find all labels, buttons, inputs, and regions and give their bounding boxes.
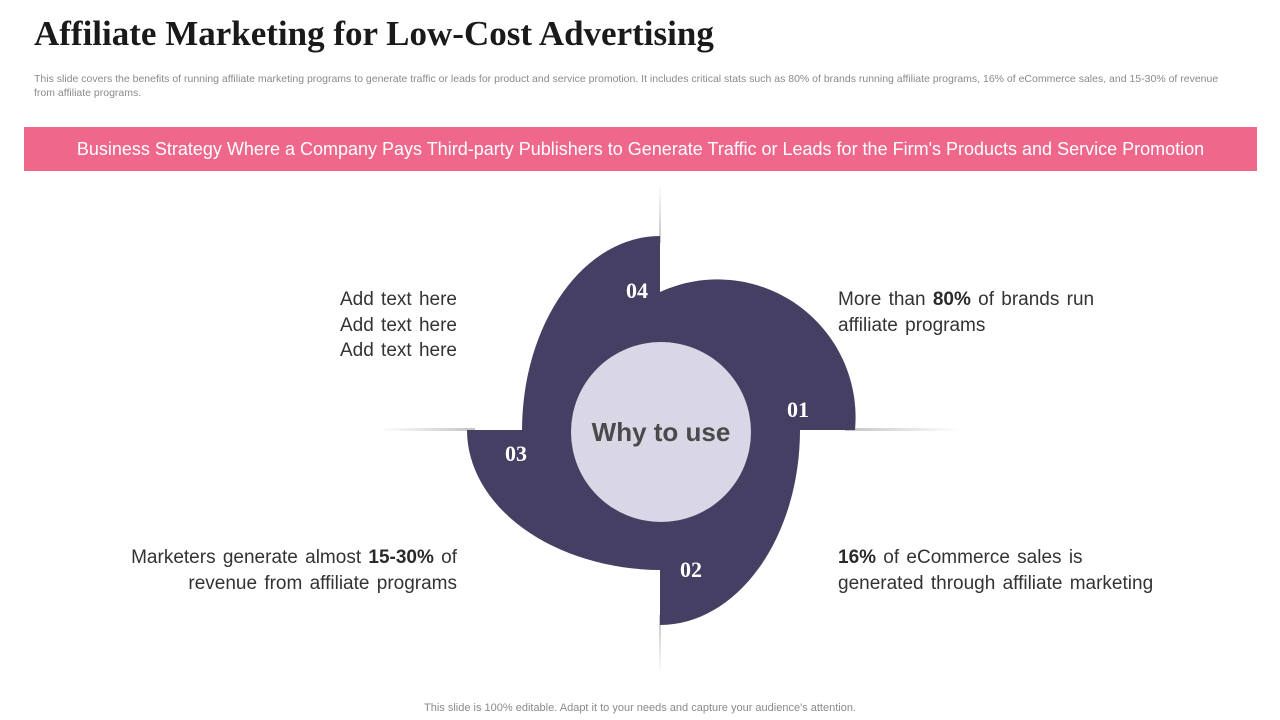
slide-description: This slide covers the benefits of runnin… xyxy=(34,73,1219,99)
center-label: Why to use xyxy=(591,416,731,447)
segment-01-number: 01 xyxy=(787,397,809,422)
divider-right xyxy=(845,428,960,431)
segment-04-line: Add text here xyxy=(339,289,457,310)
divider-left xyxy=(380,428,475,431)
segment-03-line2: revenue from affiliate programs xyxy=(188,572,457,594)
segment-04-line: Add text here xyxy=(339,314,457,336)
center-circle xyxy=(571,342,751,522)
segment-04-line: Add text here xyxy=(339,340,457,361)
segment-03-line1: Marketers generate almost 15-30% of xyxy=(131,547,457,568)
segment-02-text: 16% of eCommerce sales is generated thro… xyxy=(838,545,1153,596)
segment-04-text: Add text here Add text here Add text her… xyxy=(340,287,457,364)
segment-03-text: Marketers generate almost 15-30% of reve… xyxy=(131,545,457,596)
segment-02-line2: generated through affiliate marketing xyxy=(838,572,1154,594)
segment-03-number: 03 xyxy=(505,441,527,466)
divider-bottom xyxy=(659,615,661,675)
banner-text: Business Strategy Where a Company Pays T… xyxy=(76,138,1205,159)
footer-note: This slide is 100% editable. Adapt it to… xyxy=(424,702,856,714)
segment-02-line1: 16% of eCommerce sales is xyxy=(838,547,1083,568)
segment-01-line2: affiliate programs xyxy=(838,314,986,336)
segment-01-line1: More than 80% of brands run xyxy=(838,289,1095,310)
strategy-banner: Business Strategy Where a Company Pays T… xyxy=(24,127,1257,171)
segment-04-number: 04 xyxy=(626,278,648,303)
divider-top xyxy=(659,183,661,243)
segment-01-text: More than 80% of brands run affiliate pr… xyxy=(838,287,1094,338)
page-title: Affiliate Marketing for Low-Cost Adverti… xyxy=(34,14,714,53)
segment-02-number: 02 xyxy=(680,557,702,582)
